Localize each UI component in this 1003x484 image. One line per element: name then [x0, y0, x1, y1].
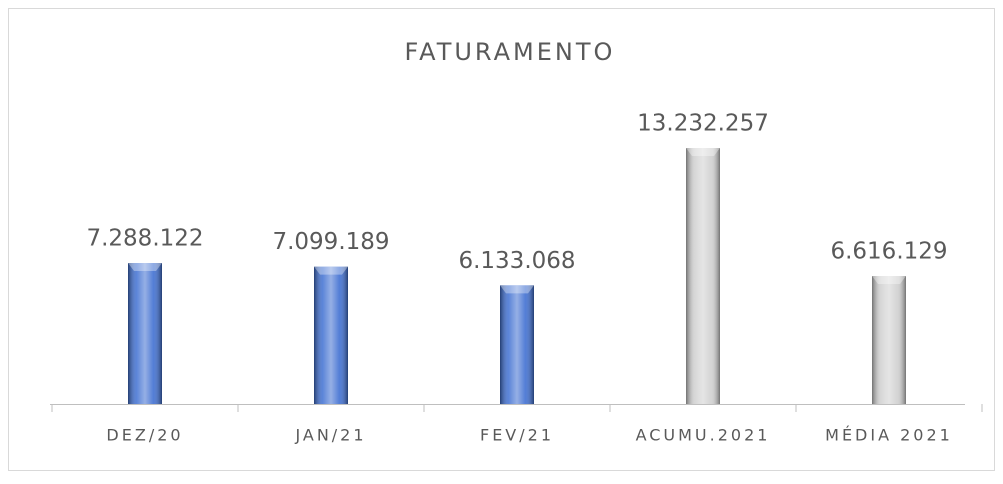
bar-shade	[686, 148, 720, 404]
x-tick-label: JAN/21	[294, 426, 366, 445]
x-tick-label: MÉDIA 2021	[825, 426, 953, 445]
bar-shade	[128, 262, 162, 404]
bar-shade	[500, 285, 534, 404]
chart-title: FATURAMENTO	[405, 38, 616, 66]
bar-bevel	[128, 262, 162, 271]
bar-bevel	[500, 285, 534, 294]
value-label: 7.288.122	[86, 225, 203, 251]
bar-shade	[314, 266, 348, 404]
bar-bevel	[872, 276, 906, 284]
bar-shade	[872, 276, 906, 404]
value-label: 6.616.129	[830, 238, 947, 264]
bar-bevel	[314, 266, 348, 275]
value-label: 6.133.068	[458, 248, 575, 274]
x-tick-label: FEV/21	[480, 426, 554, 445]
bar-bevel	[686, 148, 720, 156]
value-label: 13.232.257	[637, 111, 769, 137]
x-tick-label: DEZ/20	[106, 426, 183, 445]
x-tick-label: ACUMU.2021	[636, 426, 771, 445]
value-label: 7.099.189	[272, 229, 389, 255]
